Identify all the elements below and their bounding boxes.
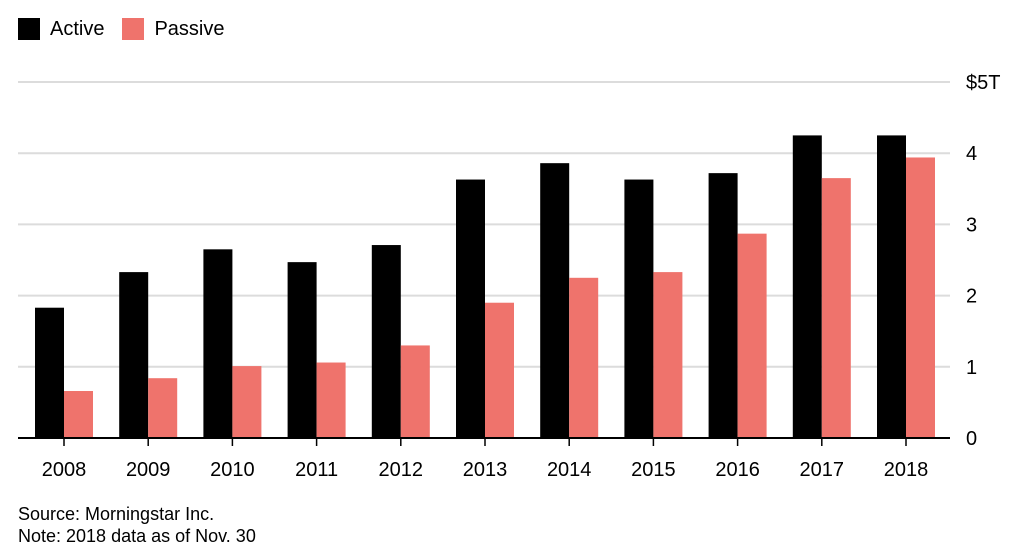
- data-note: Note: 2018 data as of Nov. 30: [18, 526, 256, 546]
- y-tick-label: 3: [966, 214, 977, 236]
- chart-footer: Source: Morningstar Inc. Note: 2018 data…: [18, 503, 256, 547]
- bar-passive-2018: [906, 157, 935, 439]
- bars: [35, 135, 935, 439]
- y-tick-label: 2: [966, 286, 977, 308]
- x-tick-label: 2013: [463, 459, 508, 481]
- bar-active-2014: [540, 163, 570, 438]
- bar-active-2018: [877, 135, 906, 438]
- legend-swatch-active: [18, 18, 40, 40]
- bar-active-2009: [119, 272, 149, 438]
- legend-item-passive: Passive: [122, 17, 225, 41]
- bar-passive-2016: [737, 233, 767, 438]
- bar-passive-2014: [569, 277, 599, 438]
- bar-passive-2009: [148, 378, 178, 438]
- bar-passive-2013: [485, 302, 514, 438]
- x-tick-label: 2011: [295, 459, 338, 481]
- bar-passive-2015: [653, 272, 683, 438]
- x-tick-label: 2014: [547, 459, 592, 481]
- bar-active-2016: [708, 173, 738, 439]
- legend-label-passive: Passive: [154, 17, 225, 40]
- y-tick-label: 1: [966, 357, 977, 379]
- bar-passive-2017: [821, 178, 851, 438]
- x-tick-label: 2016: [715, 459, 760, 481]
- bar-active-2017: [792, 135, 822, 438]
- axes: 0 1 2 3 4 $5T 2008 2009 2010 2011 2012 2013 2014 2015…: [18, 72, 1000, 481]
- source-note: Source: Morningstar Inc.: [18, 504, 215, 524]
- bar-passive-2011: [316, 362, 346, 438]
- bar-active-2015: [624, 179, 654, 438]
- bar-active-2010: [203, 249, 233, 438]
- x-tick-label: 2008: [42, 459, 87, 481]
- x-tick-label: 2015: [631, 459, 676, 481]
- bar-active-2013: [456, 179, 485, 438]
- legend-item-active: Active: [18, 18, 104, 41]
- y-tick-label: 4: [966, 143, 977, 165]
- legend-swatch-passive: [122, 18, 145, 40]
- x-tick-label: 2012: [379, 459, 424, 481]
- legend-label-active: Active: [50, 17, 105, 40]
- bar-active-2008: [35, 307, 64, 438]
- legend: Active Passive: [18, 14, 225, 44]
- bar-active-2011: [287, 262, 317, 438]
- x-tick-label: 2010: [210, 459, 255, 481]
- x-tick-label: 2017: [800, 459, 845, 481]
- bar-passive-2010: [232, 366, 262, 438]
- bar-chart: 0 1 2 3 4 $5T 2008 2009 2010 2011 2012 2013 2014 2015…: [18, 72, 1000, 481]
- bar-passive-2012: [400, 345, 430, 438]
- y-tick-label: 0: [966, 428, 977, 450]
- bar-active-2012: [371, 245, 401, 438]
- x-tick-label: 2018: [884, 459, 929, 481]
- x-tick-label: 2009: [126, 459, 171, 481]
- bar-passive-2008: [64, 391, 93, 438]
- y-tick-label: $5T: [966, 72, 1000, 94]
